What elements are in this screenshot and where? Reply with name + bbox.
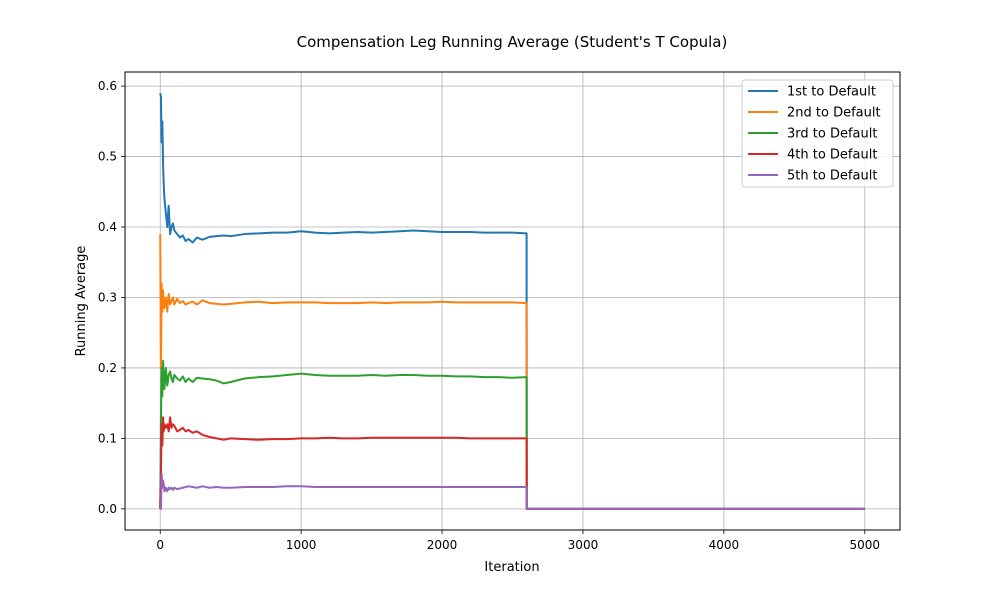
legend-label: 4th to Default <box>787 148 877 163</box>
y-tick-label: 0.5 <box>98 150 117 164</box>
y-axis-ticks: 0.0 0.1 0.2 0.3 0.4 0.5 0.6 <box>98 79 125 516</box>
series-line-1 <box>159 92 865 510</box>
legend-label: 3rd to Default <box>787 127 877 142</box>
chart-title: Compensation Leg Running Average (Studen… <box>297 33 728 51</box>
legend-label: 2nd to Default <box>787 106 881 121</box>
series-line-5 <box>159 472 865 510</box>
y-tick-label: 0.4 <box>98 220 117 234</box>
legend-box <box>741 79 894 188</box>
x-tick-label: 4000 <box>709 538 740 552</box>
plot-lines <box>159 92 865 510</box>
y-tick-label: 0.0 <box>98 502 117 516</box>
legend-label: 1st to Default <box>787 85 876 100</box>
series-line-2 <box>159 234 865 510</box>
y-tick-label: 0.2 <box>98 361 117 375</box>
x-tick-label: 0 <box>156 538 164 552</box>
x-tick-label: 3000 <box>568 538 599 552</box>
plot-frame <box>124 71 901 531</box>
series-line-3 <box>159 359 865 510</box>
y-tick-label: 0.6 <box>98 79 117 93</box>
x-tick-label: 2000 <box>427 538 458 552</box>
x-tick-label: 5000 <box>849 538 880 552</box>
x-tick-label: 1000 <box>286 538 317 552</box>
series-line-4 <box>159 416 865 510</box>
x-axis-label: Iteration <box>484 560 539 575</box>
y-tick-label: 0.3 <box>98 290 117 304</box>
legend: 1st to Default 2nd to Default 3rd to Defau… <box>741 79 894 188</box>
y-tick-label: 0.1 <box>98 431 117 445</box>
x-axis-ticks: 0 1000 2000 3000 4000 5000 <box>156 530 880 552</box>
legend-label: 5th to Default <box>787 169 877 184</box>
y-axis-label: Running Average <box>74 246 89 357</box>
